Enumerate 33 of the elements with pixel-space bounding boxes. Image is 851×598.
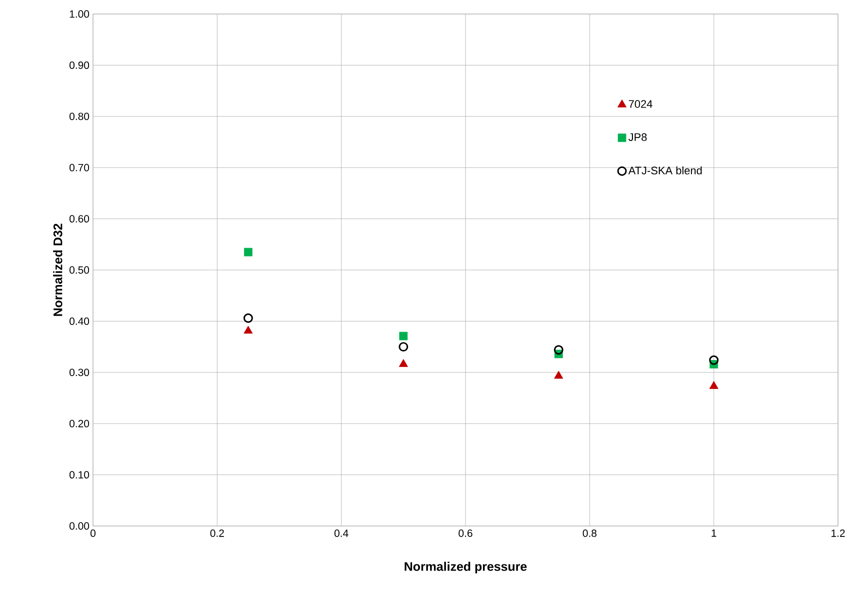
legend-label: 7024 bbox=[628, 100, 652, 108]
point bbox=[399, 332, 408, 340]
x-axis-title: Normalized pressure bbox=[404, 562, 527, 574]
x-tick-label: 0.2 bbox=[210, 530, 224, 537]
y-tick-label: 0.70 bbox=[70, 164, 90, 172]
x-tick-label: 0.4 bbox=[334, 530, 348, 537]
legend-label: ATJ-SKA blend bbox=[628, 166, 702, 174]
y-tick-label: 0.60 bbox=[70, 215, 90, 223]
legend-label: JP8 bbox=[628, 133, 647, 141]
x-tick-label: 0 bbox=[90, 530, 96, 537]
y-tick-label: 0.40 bbox=[70, 318, 90, 325]
y-tick-label: 0.80 bbox=[70, 112, 90, 120]
point bbox=[554, 370, 564, 379]
point bbox=[709, 381, 718, 389]
point bbox=[398, 359, 408, 367]
y-tick-label: 0.90 bbox=[70, 62, 90, 69]
y-tick-label: 0.20 bbox=[70, 420, 90, 428]
x-tick-label: 1 bbox=[712, 530, 716, 537]
point bbox=[398, 342, 408, 352]
y-tick-label: 0.10 bbox=[70, 471, 90, 479]
point bbox=[244, 248, 252, 256]
x-tick-label: 0.8 bbox=[582, 530, 596, 537]
point bbox=[554, 345, 564, 355]
x-tick-label: 1.2 bbox=[832, 530, 845, 537]
y-axis-title: Normalized D32 bbox=[53, 224, 62, 316]
point bbox=[243, 313, 253, 323]
y-tick-label: 1.00 bbox=[70, 10, 90, 18]
point bbox=[709, 355, 719, 365]
y-tick-label: 0.30 bbox=[70, 368, 90, 376]
point bbox=[244, 326, 253, 334]
y-tick-label: 0.00 bbox=[70, 522, 90, 530]
y-tick-label: 0.50 bbox=[70, 266, 90, 274]
x-tick-label: 0.6 bbox=[458, 530, 472, 537]
